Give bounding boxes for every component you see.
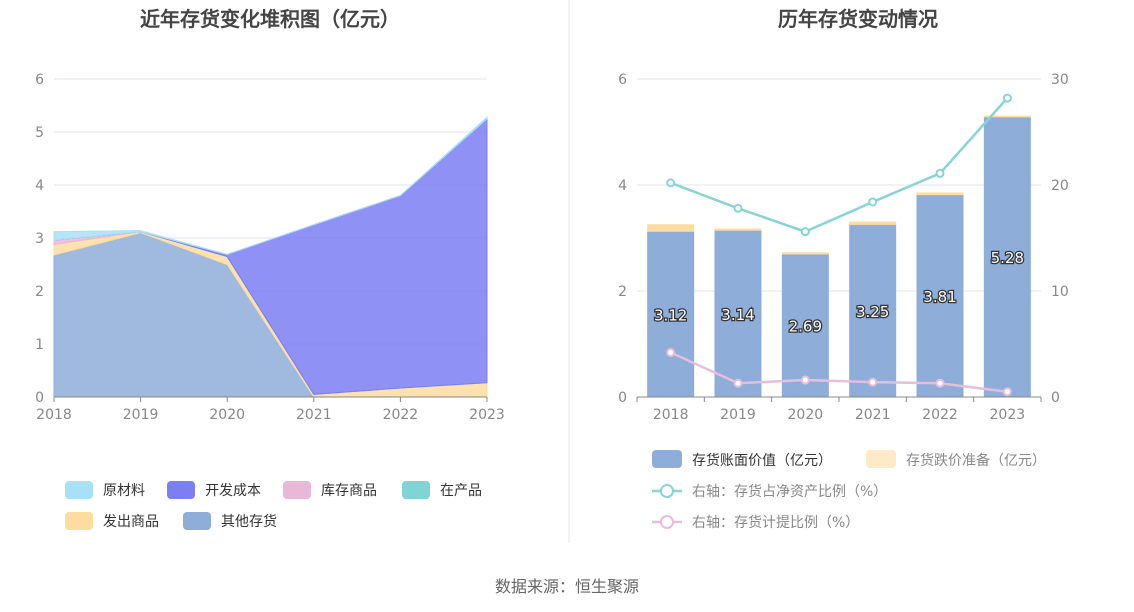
left-x-tick: 2023 [469, 407, 505, 423]
point-provision [733, 378, 743, 388]
legend-label-reserve: 存货跌价准备（亿元） [906, 452, 1046, 469]
bar-reserve [849, 221, 897, 225]
left-legend-label: 其他存货 [221, 513, 277, 530]
point-provision [1002, 387, 1012, 397]
bar-data-label: 3.25 [856, 303, 889, 321]
right-line-series [666, 93, 1012, 397]
right-y2-tick: 0 [1051, 390, 1060, 406]
left-chart-title: 近年存货变化堆积图（亿元） [140, 7, 400, 31]
right-x-tick: 2021 [855, 407, 891, 423]
right-bar-series: 3.12 3.14 2.69 3.25 3.81 5.28 [647, 115, 1031, 397]
left-legend-swatch [183, 512, 211, 530]
left-legend-swatch [65, 512, 93, 530]
point-ratio [868, 197, 878, 207]
point-provision [868, 377, 878, 387]
left-y-tick: 0 [35, 390, 44, 406]
bar-reserve [916, 192, 964, 196]
right-x-tick: 2022 [922, 407, 958, 423]
right-y2-tick: 10 [1051, 284, 1069, 300]
point-ratio [1002, 93, 1012, 103]
left-legend-label: 开发成本 [205, 483, 261, 499]
left-x-tick: 2018 [36, 407, 72, 423]
bar-book-value [983, 117, 1031, 397]
bar-reserve [714, 228, 762, 231]
left-x-tick: 2022 [383, 407, 419, 423]
point-provision [935, 378, 945, 388]
line-provision [670, 351, 1008, 393]
left-legend-label: 原材料 [103, 483, 145, 499]
right-x-tick: 2019 [720, 407, 756, 423]
point-ratio [733, 203, 743, 213]
bar-reserve [781, 252, 829, 255]
bar-line-chart: 历年存货变动情况 3.12 3.14 2.69 3.25 3.81 5.28 0 2 4 6 0 1… [618, 7, 1069, 531]
area-raw [53, 116, 488, 255]
legend-line-marker [660, 484, 674, 498]
legend-label-book: 存货账面价值（亿元） [692, 452, 832, 469]
bar-data-label: 3.81 [923, 288, 956, 306]
right-x-tick: 2018 [653, 407, 689, 423]
left-legend-swatch [283, 481, 311, 499]
point-ratio [666, 178, 676, 188]
data-source: 数据来源：恒生聚源 [495, 577, 639, 596]
stacked-area-chart: 近年存货变化堆积图（亿元） 0 1 2 3 4 5 6 2018 2019 2020 2021 202… [35, 7, 505, 530]
right-y2-tick: 30 [1051, 72, 1069, 88]
bar-book-value [916, 195, 964, 397]
right-legend: 存货账面价值（亿元） 存货跌价准备（亿元） 右轴：存货占净资产比例（%） 右轴：存货计… [652, 450, 1046, 531]
right-x-tick: 2020 [788, 407, 824, 423]
bar-data-label: 3.12 [654, 306, 687, 324]
bar-data-label: 5.28 [991, 249, 1024, 267]
right-chart-title: 历年存货变动情况 [778, 7, 938, 31]
left-legend-label: 在产品 [440, 483, 482, 499]
line-ratio [670, 97, 1009, 233]
legend-line-marker [660, 515, 674, 529]
left-y-tick: 1 [35, 337, 44, 353]
right-y-tick: 0 [618, 390, 627, 406]
legend-line-label: 右轴：存货计提比例（%） [692, 514, 859, 531]
left-y-tick: 5 [35, 125, 44, 141]
bar-reserve [647, 224, 695, 232]
left-axis: 0 1 2 3 4 5 6 2018 2019 2020 2021 2022 2023 [35, 72, 505, 423]
right-x-tick: 2023 [990, 407, 1026, 423]
bar-book-value [714, 230, 762, 397]
right-y-tick: 6 [618, 72, 627, 88]
legend-swatch-book [652, 450, 682, 468]
left-legend-label: 发出商品 [103, 514, 159, 530]
bar-book-value [781, 254, 829, 397]
bar-book-value [849, 224, 897, 397]
left-legend-label: 库存商品 [321, 483, 377, 499]
right-y2-tick: 20 [1051, 178, 1069, 194]
bar-data-label: 3.14 [721, 306, 754, 324]
right-grid [637, 78, 1041, 292]
left-y-tick: 3 [35, 231, 44, 247]
left-y-tick: 6 [35, 72, 44, 88]
left-x-tick: 2019 [123, 407, 159, 423]
left-y-tick: 2 [35, 284, 44, 300]
point-provision [666, 347, 676, 357]
left-x-tick: 2020 [209, 407, 245, 423]
left-legend-swatch [402, 481, 430, 499]
legend-line-label: 右轴：存货占净资产比例（%） [692, 483, 887, 500]
point-ratio [800, 227, 810, 237]
bar-book-value [647, 231, 695, 397]
left-legend-swatch [65, 481, 93, 499]
right-y-tick: 2 [618, 284, 627, 300]
right-axis: 0 2 4 6 0 10 20 30 2018 2019 2020 2021 2022 2023 [618, 72, 1069, 423]
bar-data-label: 2.69 [789, 318, 822, 336]
left-y-tick: 4 [35, 178, 44, 194]
left-area-series [53, 116, 488, 398]
left-x-tick: 2021 [296, 407, 332, 423]
point-ratio [935, 168, 945, 178]
right-y-tick: 4 [618, 178, 627, 194]
bar-reserve [983, 115, 1031, 118]
left-legend-swatch [167, 481, 195, 499]
legend-swatch-reserve [866, 450, 896, 468]
point-provision [800, 375, 810, 385]
